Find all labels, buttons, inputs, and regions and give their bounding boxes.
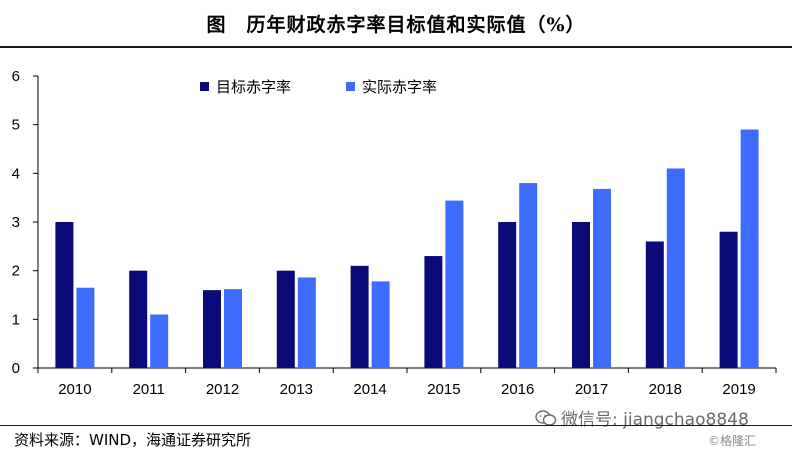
source-note: 资料来源：WIND，海通证券研究所 (14, 431, 252, 449)
bar-actual-2019 (740, 129, 759, 368)
bar-actual-2015 (445, 200, 464, 368)
bar-target-2015 (424, 256, 443, 368)
bar-target-2019 (719, 231, 738, 368)
y-tick-label: 2 (12, 263, 20, 280)
x-tick-label: 2017 (575, 381, 608, 398)
x-tick-label: 2019 (722, 381, 755, 398)
x-tick-label: 2013 (280, 381, 313, 398)
bar-target-2018 (645, 241, 664, 368)
bar-actual-2012 (224, 289, 242, 368)
bar-target-2013 (276, 270, 295, 368)
bar-target-2011 (129, 270, 148, 368)
wechat-icon (535, 409, 557, 426)
y-tick-label: 4 (12, 165, 20, 182)
bar-actual-2014 (371, 281, 390, 368)
y-tick-label: 1 (12, 311, 20, 328)
x-tick-label: 2012 (206, 381, 239, 398)
bar-actual-2013 (297, 277, 316, 368)
bar-actual-2017 (593, 188, 611, 368)
bar-actual-2011 (150, 314, 169, 368)
source-divider (0, 425, 792, 426)
wechat-label: 微信号: jiangchao8848 (561, 410, 749, 430)
wechat-watermark: 微信号: jiangchao8848 (535, 405, 749, 430)
bar-actual-2016 (519, 183, 538, 368)
bar-target-2016 (498, 222, 517, 368)
x-tick-label: 2011 (133, 381, 165, 398)
y-tick-label: 0 (12, 360, 20, 377)
bar-target-2014 (350, 265, 369, 368)
x-tick-label: 2014 (353, 381, 386, 398)
chart-title: 图 历年财政赤字率目标值和实际值（%） (206, 13, 586, 36)
x-tick-label: 2016 (501, 381, 534, 398)
chart-title-bar: 图 历年财政赤字率目标值和实际值（%） (0, 0, 792, 46)
x-tick-label: 2010 (58, 381, 91, 398)
bar-actual-2010 (76, 287, 95, 368)
legend-actual-label: 实际赤字率 (362, 78, 437, 96)
y-tick-label: 3 (12, 214, 20, 231)
y-tick-label: 5 (12, 117, 20, 134)
y-tick-label: 6 (12, 68, 20, 85)
x-tick-label: 2015 (427, 381, 460, 398)
bar-target-2012 (203, 290, 221, 368)
legend-target-label: 目标赤字率 (216, 78, 291, 96)
watermark: ©格隆汇 (708, 434, 757, 448)
bar-chart: 0 1 2 3 4 5 6 2010 2011 2012 2013 2014 2015 2016 2017 2… (12, 68, 777, 398)
bar-target-2010 (55, 222, 74, 368)
bar-target-2017 (572, 222, 590, 368)
legend-target-swatch (200, 82, 209, 91)
x-tick-label: 2018 (649, 381, 682, 398)
bar-actual-2018 (666, 168, 685, 368)
legend-actual-swatch (346, 82, 355, 91)
title-divider (0, 46, 792, 48)
